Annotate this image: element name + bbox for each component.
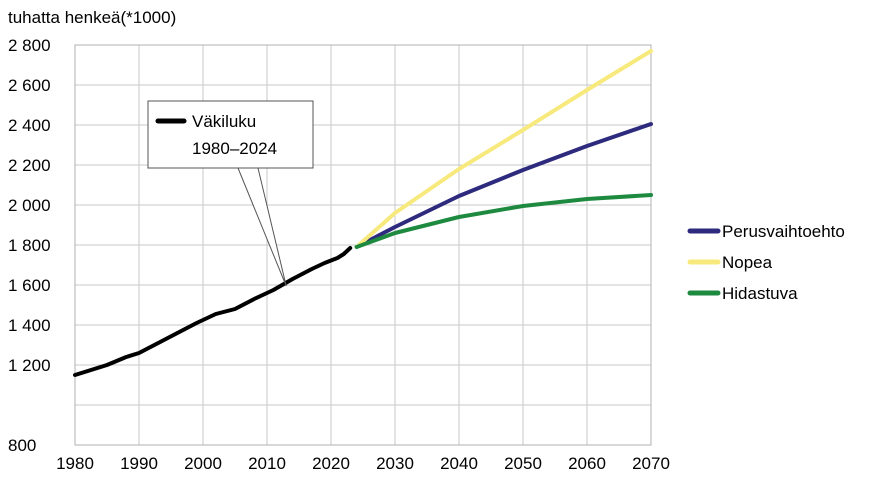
series-line-hidastuva bbox=[354, 193, 653, 249]
series-line-nopea bbox=[354, 49, 653, 249]
legend-label-nopea: Nopea bbox=[722, 253, 773, 272]
x-tick-label: 2030 bbox=[376, 454, 414, 473]
legend-label-perusvaihtoehto: Perusvaihtoehto bbox=[722, 222, 845, 241]
x-tick-label: 1980 bbox=[56, 454, 94, 473]
plot-frame bbox=[74, 44, 652, 446]
y-tick-label: 1 200 bbox=[8, 356, 51, 375]
x-tick-label: 2070 bbox=[632, 454, 670, 473]
series-line-perusvaihtoehto bbox=[354, 122, 653, 249]
y-tick-label: 1 600 bbox=[8, 276, 51, 295]
x-tick-label: 2050 bbox=[504, 454, 542, 473]
annotation-period: 1980–2024 bbox=[192, 139, 277, 158]
x-tick-label: 2060 bbox=[568, 454, 606, 473]
x-tick-label: 2040 bbox=[440, 454, 478, 473]
series-line-historical bbox=[73, 246, 353, 377]
x-tick-label: 2020 bbox=[312, 454, 350, 473]
y-axis-title: tuhatta henkeä(*1000) bbox=[8, 8, 176, 27]
x-tick-label: 2010 bbox=[248, 454, 286, 473]
y-tick-label: 2 400 bbox=[8, 116, 51, 135]
y-tick-label: 2 000 bbox=[8, 196, 51, 215]
y-tick-label: 2 800 bbox=[8, 36, 51, 55]
y-tick-label: 1 800 bbox=[8, 236, 51, 255]
y-tick-label: 2 200 bbox=[8, 156, 51, 175]
y-tick-label: 2 600 bbox=[8, 76, 51, 95]
y-tick-label: 1 400 bbox=[8, 316, 51, 335]
legend: Perusvaihtoehto Nopea Hidastuva bbox=[687, 222, 845, 303]
annotation-pointer bbox=[237, 167, 287, 287]
annotation: Väkiluku 1980–2024 bbox=[147, 100, 314, 287]
annotation-label: Väkiluku bbox=[192, 112, 256, 131]
legend-label-hidastuva: Hidastuva bbox=[722, 284, 798, 303]
y-tick-label: 800 bbox=[8, 436, 36, 455]
x-tick-label: 2000 bbox=[184, 454, 222, 473]
series-lines bbox=[73, 49, 653, 377]
x-tick-label: 1990 bbox=[120, 454, 158, 473]
annotation-box bbox=[147, 100, 314, 169]
axis-tick-labels: 800 1 200 1 400 1 600 1 800 2 000 2 200 2 400 2 … bbox=[8, 36, 670, 473]
